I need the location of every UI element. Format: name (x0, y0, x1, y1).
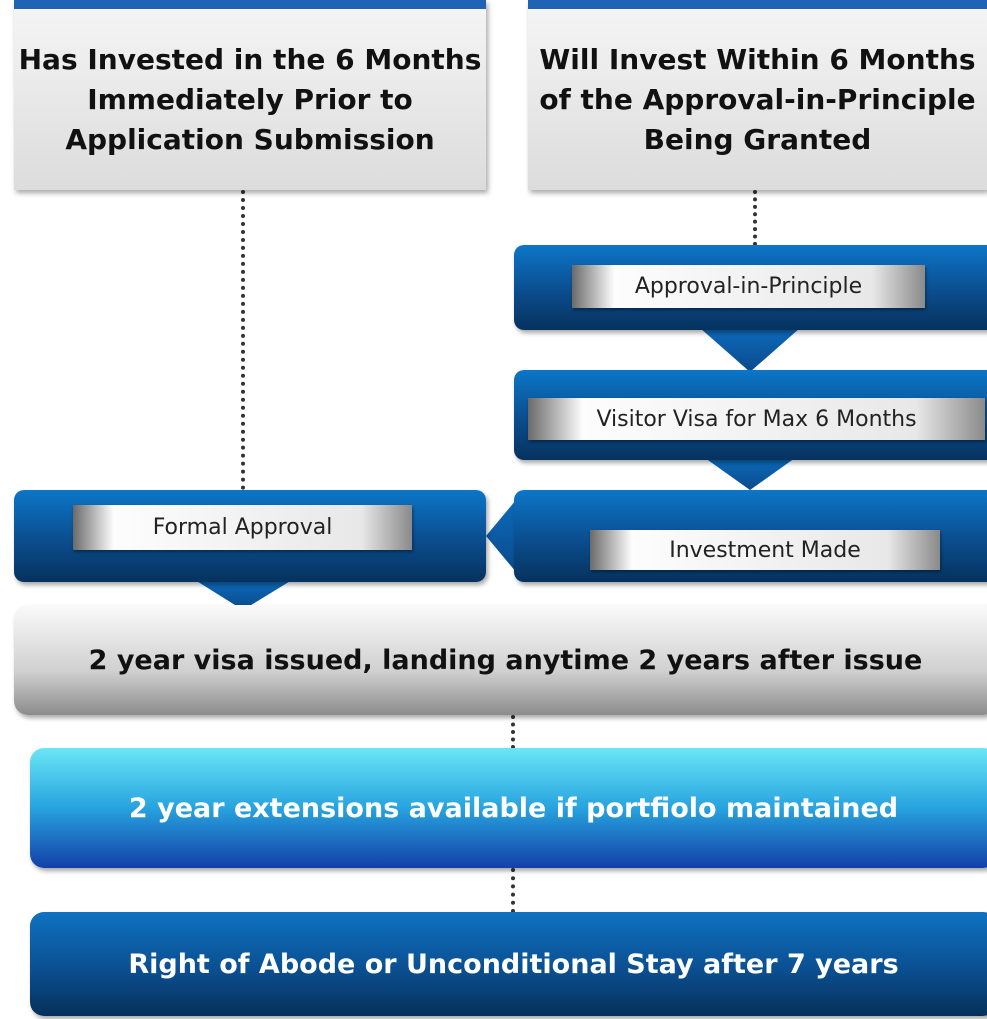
connector (511, 868, 515, 913)
header-box: Has Invested in the 6 Months Immediately… (14, 0, 486, 190)
header-line: Application Submission (65, 122, 435, 156)
stage-label: Right of Abode or Unconditional Stay aft… (128, 948, 899, 980)
stage-label: 2 year visa issued, landing anytime 2 ye… (88, 644, 923, 676)
header-line: Being Granted (643, 122, 872, 156)
step-label: Approval-in-Principle (572, 265, 925, 308)
step-label: Investment Made (590, 530, 940, 570)
connector (511, 715, 515, 749)
header-line: Immediately Prior to (87, 82, 413, 116)
step-label: Visitor Visa for Max 6 Months (528, 398, 985, 440)
arrow (486, 500, 516, 572)
stage-box: 2 year visa issued, landing anytime 2 ye… (14, 605, 987, 715)
connector (753, 190, 757, 246)
stage-box: Right of Abode or Unconditional Stay aft… (30, 912, 987, 1016)
header-line: Has Invested in the 6 Months (18, 42, 482, 76)
arrow (700, 328, 800, 372)
arrow (705, 458, 795, 490)
connector (241, 190, 245, 490)
header-box: Will Invest Within 6 Months of the Appro… (528, 0, 987, 190)
step-label: Formal Approval (73, 505, 412, 550)
header-line: of the Approval-in-Principle (539, 82, 976, 116)
arrow (195, 580, 292, 610)
stage-box: 2 year extensions available if portfiolo… (30, 748, 987, 868)
stage-label: 2 year extensions available if portfiolo… (128, 792, 899, 824)
header-line: Will Invest Within 6 Months (539, 42, 976, 76)
